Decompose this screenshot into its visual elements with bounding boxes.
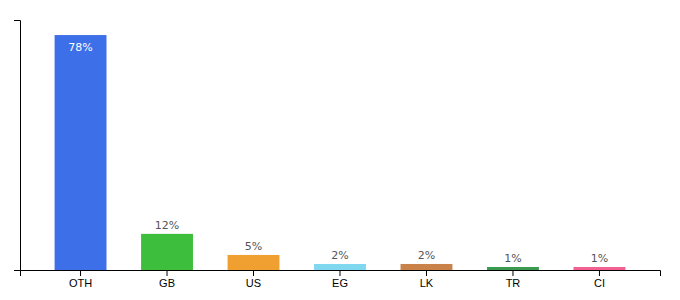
x-tick-mark xyxy=(167,270,168,276)
x-tick: LK xyxy=(420,270,434,289)
data-label: 2% xyxy=(418,249,435,262)
x-tick: OTH xyxy=(69,270,92,289)
x-tick-mark xyxy=(599,270,600,276)
x-tick-label: TR xyxy=(506,277,521,289)
chart: OTH GB US EG LK TR CI 78% 12% 5% 2% 2% 1% 1% xyxy=(0,0,680,300)
x-tick-mark xyxy=(253,270,254,276)
x-tick: TR xyxy=(506,270,521,289)
bar xyxy=(141,234,193,270)
data-label: 1% xyxy=(504,252,521,265)
x-tick-label: EG xyxy=(332,277,348,289)
x-tick-label: US xyxy=(246,277,261,289)
y-axis-line xyxy=(14,21,21,271)
x-tick-mark xyxy=(426,270,427,276)
bar xyxy=(314,264,366,270)
x-tick-mark xyxy=(512,270,513,276)
bars xyxy=(55,35,626,270)
bar xyxy=(487,267,539,270)
data-label: 12% xyxy=(155,219,179,232)
x-axis-line xyxy=(21,271,661,277)
bar xyxy=(228,255,280,270)
data-labels: 78% 12% 5% 2% 2% 1% 1% xyxy=(68,41,608,265)
data-label: 78% xyxy=(68,41,92,54)
x-tick: US xyxy=(246,270,261,289)
x-tick-label: GB xyxy=(159,277,175,289)
x-tick-mark xyxy=(80,270,81,276)
bar xyxy=(574,267,626,270)
bar xyxy=(55,35,107,270)
data-label: 5% xyxy=(245,240,262,253)
x-axis: OTH GB US EG LK TR CI xyxy=(21,270,661,289)
x-tick: GB xyxy=(159,270,175,289)
data-label: 2% xyxy=(331,249,348,262)
data-label: 1% xyxy=(591,252,608,265)
x-tick-label: CI xyxy=(594,277,605,289)
x-tick-label: LK xyxy=(420,277,434,289)
x-tick-mark xyxy=(340,270,341,276)
plot: OTH GB US EG LK TR CI 78% 12% 5% 2% 2% 1% 1% xyxy=(14,21,661,289)
x-tick-label: OTH xyxy=(69,277,92,289)
y-axis xyxy=(14,21,21,271)
x-tick: EG xyxy=(332,270,348,289)
x-tick: CI xyxy=(594,270,605,289)
bar xyxy=(401,264,453,270)
